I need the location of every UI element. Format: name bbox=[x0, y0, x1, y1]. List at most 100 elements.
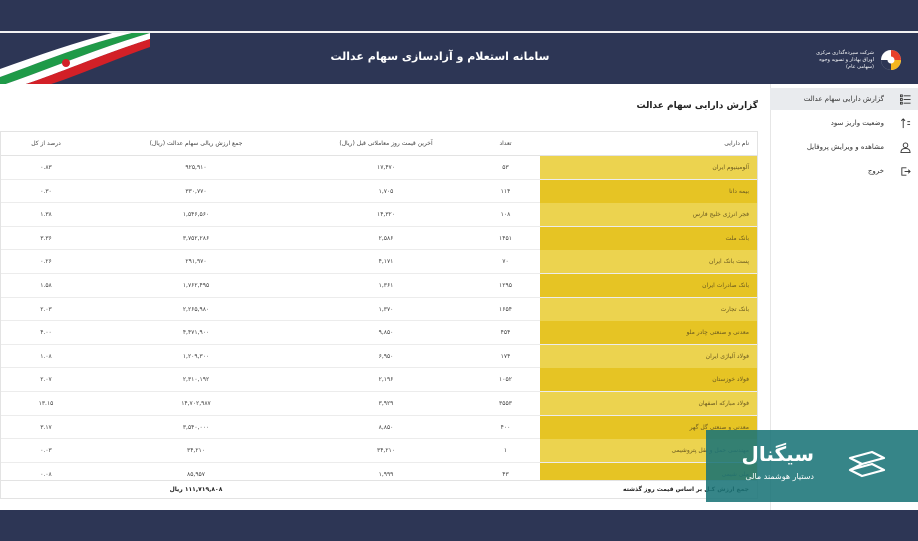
asset-price: ۱,۹۹۹ bbox=[378, 470, 394, 478]
asset-count: ۱۲۹۵ bbox=[499, 282, 512, 289]
sidebar-item-logout[interactable]: خروج bbox=[770, 160, 918, 182]
asset-percent: ۰.۲۶ bbox=[40, 258, 52, 266]
column-header-name[interactable]: نام دارایی bbox=[724, 140, 749, 147]
table-row[interactable]: فجر انرژی خلیج فارس ۱۰۸ ۱۴,۳۲۰ ۱,۵۴۶,۵۶۰… bbox=[1, 203, 757, 227]
asset-value: ۸۵,۹۵۷ bbox=[186, 470, 206, 478]
asset-value: ۲,۲۶۵,۹۸۰ bbox=[182, 305, 210, 313]
table-row[interactable]: مهندسی حمل و نقل پتروشیمی ۱ ۳۴,۲۱۰ ۳۴,۲۱… bbox=[1, 439, 757, 463]
asset-name: فولاد خوزستان bbox=[540, 368, 757, 392]
asset-price: ۱,۳۶۱ bbox=[378, 282, 394, 289]
total-label: جمع ارزش کـل بر اساس قیمت روز گذشته bbox=[622, 486, 749, 493]
table-row[interactable]: معدنی و صنعتی چادر ملو ۴۵۴ ۹,۸۵۰ ۴,۴۷۱,۹… bbox=[1, 321, 757, 345]
asset-count: ۴۳ bbox=[502, 470, 509, 478]
asset-name: فولاد آلیاژی ایران bbox=[540, 344, 757, 368]
asset-price: ۹,۸۵۰ bbox=[378, 329, 394, 337]
asset-percent: ۰.۳۰ bbox=[40, 187, 52, 195]
asset-name: معدنی و صنعتی گل گهر bbox=[540, 415, 757, 439]
asset-count: ۱۰۵۲ bbox=[499, 376, 512, 384]
logout-icon bbox=[898, 164, 912, 178]
asset-count: ۴۵۴ bbox=[500, 329, 511, 337]
asset-name: بانک ملت bbox=[540, 226, 757, 250]
asset-value: ۱,۲۰۹,۳۰۰ bbox=[182, 352, 210, 360]
column-header-value[interactable]: جمع ارزش ریالی سهام عدالت (ریال) bbox=[149, 140, 243, 147]
asset-percent: ۲.۰۳ bbox=[40, 305, 52, 313]
table-row[interactable]: پست بانک ایران ۷۰ ۴,۱۷۱ ۲۹۱,۹۷۰ ۰.۲۶ bbox=[1, 250, 757, 274]
sidebar-item-profile[interactable]: مشاهده و ویرایش پروفایل bbox=[770, 136, 918, 158]
sidebar-item-asset-report[interactable]: گزارش دارایی سهام عدالت bbox=[770, 88, 918, 110]
asset-count: ۵۳ bbox=[502, 164, 509, 171]
asset-name: معدنی و صنعتی چادر ملو bbox=[540, 321, 757, 345]
asset-price: ۱,۳۷۰ bbox=[378, 305, 394, 313]
table-row[interactable]: فولاد مبارکه اصفهان ۳۵۵۳ ۳,۹۲۹ ۱۴,۷۰۲,۹۸… bbox=[1, 392, 757, 416]
asset-value: ۲,۳۱۰,۱۹۲ bbox=[182, 376, 210, 384]
iran-flag-icon bbox=[0, 33, 150, 86]
asset-count: ۷۰ bbox=[502, 258, 509, 266]
asset-count: ۳۵۵۳ bbox=[499, 400, 512, 407]
asset-count: ۱۶۵۴ bbox=[499, 305, 512, 313]
asset-percent: ۰.۰۳ bbox=[40, 447, 52, 455]
app-header: سامانه استعلام و آزادسازی سهام عدالت شرک… bbox=[0, 31, 918, 86]
table-row[interactable]: معدنی و صنعتی گل گهر ۴۰۰ ۸,۸۵۰ ۳,۵۴۰,۰۰۰… bbox=[1, 415, 757, 440]
asset-price: ۳,۹۲۹ bbox=[378, 400, 394, 407]
asset-name: فجر انرژی خلیج فارس bbox=[540, 203, 757, 227]
top-strip bbox=[0, 0, 918, 31]
sidebar-item-dividend-status[interactable]: وضعیت واریز سود bbox=[770, 112, 918, 134]
page-title: گزارش دارایی سهام عدالت bbox=[636, 101, 758, 111]
sidebar-item-label: مشاهده و ویرایش پروفایل bbox=[806, 143, 884, 151]
asset-percent: ۱.۵۸ bbox=[40, 282, 52, 289]
sidebar-item-label: گزارش دارایی سهام عدالت bbox=[803, 95, 884, 103]
asset-name: بانک تجارت bbox=[540, 297, 757, 321]
asset-value: ۱,۵۴۶,۵۶۰ bbox=[182, 211, 210, 219]
column-header-percent[interactable]: درصد از کل bbox=[31, 140, 61, 147]
content-panel: گزارش دارایی سهام عدالت نام دارایی تعداد… bbox=[0, 84, 770, 510]
signal-title: سیگنال bbox=[741, 442, 815, 466]
user-icon bbox=[898, 140, 912, 154]
asset-value: ۳,۷۵۲,۲۸۶ bbox=[182, 234, 210, 242]
bottom-strip bbox=[0, 510, 918, 541]
asset-percent: ۳.۱۷ bbox=[40, 423, 52, 431]
list-icon bbox=[898, 92, 912, 106]
table-row[interactable]: بانک صادرات ایران ۱۲۹۵ ۱,۳۶۱ ۱,۷۶۲,۴۹۵ ۱… bbox=[1, 274, 757, 298]
table-header: نام دارایی تعداد آخرین قیمت روز معاملاتی… bbox=[1, 132, 757, 156]
table-row[interactable]: ملی شیمی ۴۳ ۱,۹۹۹ ۸۵,۹۵۷ ۰.۰۸ bbox=[1, 462, 757, 480]
sort-arrows-icon bbox=[898, 116, 912, 130]
table-row[interactable]: بانک تجارت ۱۶۵۴ ۱,۳۷۰ ۲,۲۶۵,۹۸۰ ۲.۰۳ bbox=[1, 297, 757, 322]
sidebar-item-label: وضعیت واریز سود bbox=[830, 119, 884, 127]
assets-table: نام دارایی تعداد آخرین قیمت روز معاملاتی… bbox=[0, 131, 758, 481]
table-row[interactable]: فولاد خوزستان ۱۰۵۲ ۲,۱۹۶ ۲,۳۱۰,۱۹۲ ۲.۰۷ bbox=[1, 368, 757, 392]
asset-price: ۸,۸۵۰ bbox=[378, 423, 394, 431]
total-row: جمع ارزش کـل بر اساس قیمت روز گذشته ۱۱۱,… bbox=[0, 481, 758, 499]
asset-count: ۱۴۵۱ bbox=[499, 234, 512, 242]
asset-percent: ۰.۰۸ bbox=[40, 470, 52, 478]
table-row[interactable]: فولاد آلیاژی ایران ۱۷۴ ۶,۹۵۰ ۱,۲۰۹,۳۰۰ ۱… bbox=[1, 344, 757, 369]
asset-percent: ۱.۳۸ bbox=[40, 211, 52, 219]
signal-logo-icon bbox=[848, 450, 886, 478]
app-title: سامانه استعلام و آزادسازی سهام عدالت bbox=[330, 50, 550, 63]
asset-count: ۱۱۴ bbox=[500, 187, 511, 195]
column-header-price[interactable]: آخرین قیمت روز معاملاتی قبل (ریال) bbox=[339, 140, 433, 147]
asset-percent: ۲.۰۷ bbox=[40, 376, 52, 384]
signal-subtitle: دستیار هوشمند مالی bbox=[745, 472, 814, 481]
asset-price: ۲,۱۹۶ bbox=[378, 376, 394, 384]
asset-price: ۲,۵۸۶ bbox=[378, 234, 394, 242]
asset-percent: ۱.۰۸ bbox=[40, 352, 52, 360]
asset-name: پست بانک ایران bbox=[540, 250, 757, 274]
company-logo[interactable]: شرکت سپرده‌گذاری مرکزی اوراق بهادار و تس… bbox=[802, 45, 902, 75]
asset-value: ۴,۴۷۱,۹۰۰ bbox=[182, 329, 210, 337]
column-header-count[interactable]: تعداد bbox=[499, 140, 512, 147]
asset-count: ۴۰۰ bbox=[500, 423, 511, 431]
asset-price: ۴,۱۷۱ bbox=[378, 258, 394, 266]
company-name: شرکت سپرده‌گذاری مرکزی اوراق بهادار و تس… bbox=[816, 49, 874, 70]
total-value: ۱۱۱,۷۱۹,۸۰۸ ریال bbox=[169, 486, 223, 493]
asset-value: ۳۴,۲۱۰ bbox=[186, 447, 206, 455]
asset-value: ۱۴,۷۰۲,۹۸۷ bbox=[181, 400, 211, 407]
asset-name: آلومینیوم ایران bbox=[540, 156, 757, 179]
asset-value: ۲۹۱,۹۷۰ bbox=[185, 258, 207, 266]
asset-price: ۱۷,۴۷۰ bbox=[376, 164, 396, 171]
signal-assistant-badge[interactable]: سیگنال دستیار هوشمند مالی bbox=[706, 430, 918, 502]
table-row[interactable]: بانک ملت ۱۴۵۱ ۲,۵۸۶ ۳,۷۵۲,۲۸۶ ۳.۳۶ bbox=[1, 226, 757, 251]
asset-value: ۹۲۵,۹۱۰ bbox=[185, 164, 207, 171]
table-row[interactable]: آلومینیوم ایران ۵۳ ۱۷,۴۷۰ ۹۲۵,۹۱۰ ۰.۸۳ bbox=[1, 156, 757, 180]
asset-price: ۳۴,۲۱۰ bbox=[376, 447, 396, 455]
table-row[interactable]: بیمه دانا ۱۱۴ ۱,۷۰۵ ۳۳۰,۷۷۰ ۰.۳۰ bbox=[1, 179, 757, 204]
